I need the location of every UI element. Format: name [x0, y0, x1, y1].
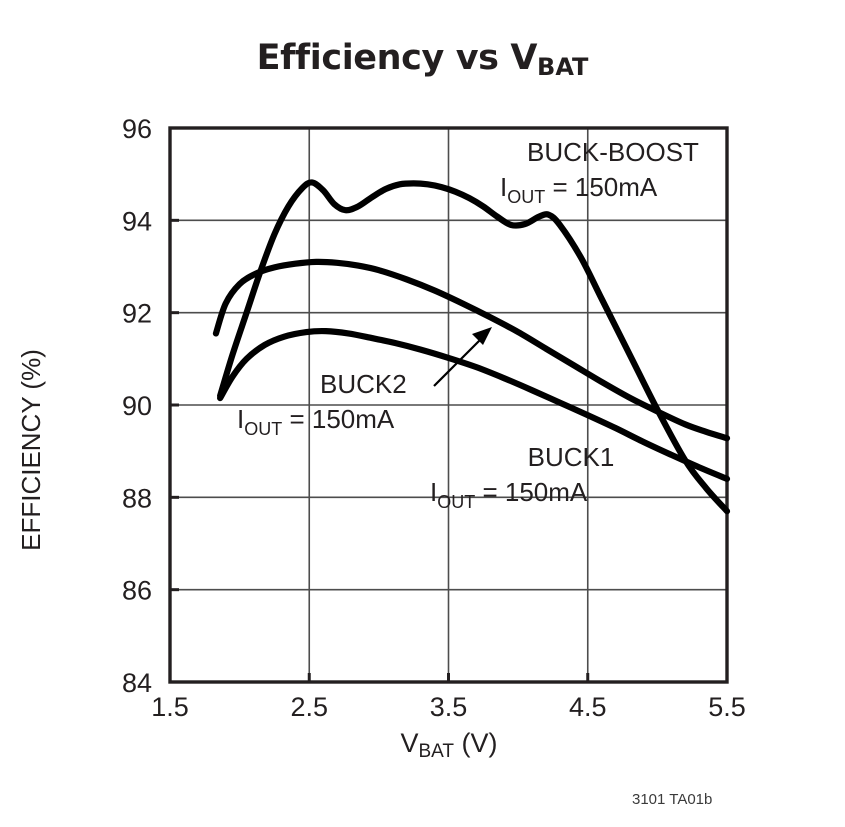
chart-title: Efficiency vs VBAT — [0, 38, 845, 81]
axis-ticks — [168, 126, 729, 684]
y-tick-label: 92 — [122, 299, 152, 329]
x-axis-title: VBAT (V) — [170, 728, 728, 762]
buck2-pointer-arrowhead — [472, 327, 492, 345]
buck2-pointer-line — [433, 333, 487, 387]
x-tick-label: 3.5 — [430, 692, 468, 722]
chart-title-subscript: BAT — [537, 53, 589, 81]
annotation-buck1-current: IOUT = 150mA — [430, 477, 588, 512]
annotation-buck-boost-name: BUCK-BOOST — [527, 137, 699, 167]
annotation-buck2-name: BUCK2 — [320, 369, 407, 399]
y-tick-label: 84 — [122, 668, 152, 698]
x-tick-label: 4.5 — [569, 692, 607, 722]
data-curves — [212, 179, 731, 515]
x-axis-title-subscript: BAT — [418, 741, 455, 762]
chart-title-main: Efficiency vs V — [256, 38, 538, 78]
buck2-i-value: = 150mA — [282, 404, 395, 434]
annotation-buck2-current: IOUT = 150mA — [237, 404, 395, 439]
x-tick-label: 1.5 — [151, 692, 189, 722]
x-axis-title-main: V — [400, 728, 419, 758]
buck1-i-glyph: I — [430, 477, 437, 507]
x-axis-title-unit: (V) — [454, 728, 498, 758]
curve-buck-boost — [217, 179, 731, 515]
y-tick-label: 90 — [122, 391, 152, 421]
annotation-buck-boost-current: IOUT = 150mA — [500, 172, 658, 207]
annotation-buck2: BUCK2 IOUT = 150mA — [237, 327, 492, 439]
buck2-i-subscript: OUT — [244, 419, 282, 439]
buckboost-i-glyph: I — [500, 172, 507, 202]
y-tick-label: 88 — [122, 483, 152, 513]
curve-buck1 — [217, 327, 731, 482]
y-tick-label: 96 — [122, 114, 152, 144]
buckboost-i-value: = 150mA — [545, 172, 658, 202]
buckboost-i-subscript: OUT — [507, 187, 545, 207]
gridlines — [170, 128, 727, 682]
buck1-i-subscript: OUT — [437, 492, 475, 512]
axis-tick-labels: 84 86 88 90 92 94 96 1.5 2.5 3.5 4.5 5.5 — [122, 114, 746, 722]
y-tick-label: 86 — [122, 576, 152, 606]
buck1-i-value: = 150mA — [475, 477, 588, 507]
footer-code: 3101 TA01b — [632, 791, 713, 808]
y-tick-label: 94 — [122, 206, 152, 236]
annotation-buck1: BUCK1 IOUT = 150mA — [430, 442, 614, 512]
annotation-buck1-name: BUCK1 — [528, 442, 615, 472]
curve-buck2 — [212, 258, 731, 442]
x-tick-label: 5.5 — [708, 692, 746, 722]
x-tick-label: 2.5 — [290, 692, 328, 722]
annotation-buck-boost: BUCK-BOOST IOUT = 150mA — [500, 137, 699, 207]
buck2-i-glyph: I — [237, 404, 244, 434]
